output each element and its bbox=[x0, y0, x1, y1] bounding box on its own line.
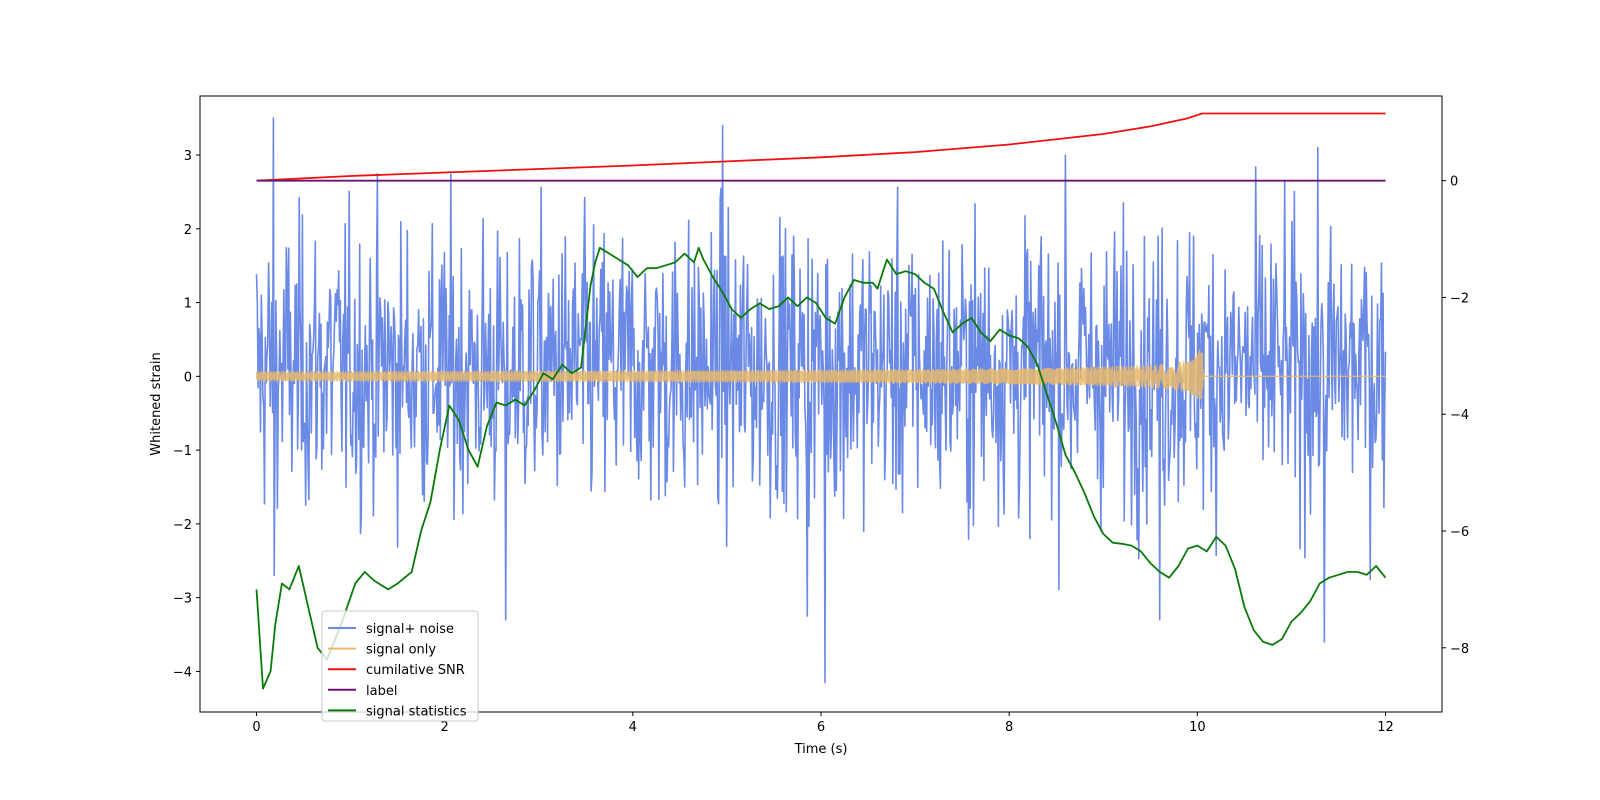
legend-label: label bbox=[366, 684, 397, 699]
y-tick-label: 3 bbox=[184, 149, 192, 164]
x-tick-label: 6 bbox=[817, 720, 825, 735]
series-layer bbox=[255, 112, 1387, 690]
y-ticks: −4 −3 −2 −1 0 1 2 3 bbox=[173, 149, 200, 680]
y2-tick-label: 0 bbox=[1450, 175, 1458, 190]
x-tick-label: 0 bbox=[252, 720, 260, 735]
y2-ticks: −8 −6 −4 −2 0 bbox=[1442, 175, 1469, 657]
y2-tick-label: −2 bbox=[1450, 291, 1469, 306]
x-tick-label: 2 bbox=[440, 720, 448, 735]
legend-label: cumilative SNR bbox=[366, 663, 465, 678]
legend-label: signal statistics bbox=[366, 704, 467, 719]
x-ticks: 0 2 4 6 8 10 12 bbox=[252, 712, 1394, 735]
y-tick-label: 0 bbox=[184, 370, 192, 385]
legend-label: signal+ noise bbox=[366, 622, 454, 637]
series-signal-only bbox=[255, 349, 1386, 400]
y-tick-label: −4 bbox=[173, 665, 192, 680]
x-tick-label: 8 bbox=[1005, 720, 1013, 735]
y2-tick-label: −4 bbox=[1450, 408, 1469, 423]
y-axis-label: Whitened strain bbox=[149, 352, 164, 455]
y2-tick-label: −8 bbox=[1450, 642, 1469, 657]
series-signal-statistics bbox=[255, 246, 1387, 690]
y-tick-label: −2 bbox=[173, 518, 192, 533]
y-tick-label: −3 bbox=[173, 592, 192, 607]
x-axis-label: Time (s) bbox=[794, 742, 848, 757]
series-cumilative-snr bbox=[256, 112, 1386, 182]
x-tick-label: 12 bbox=[1377, 720, 1394, 735]
y-tick-label: −1 bbox=[173, 444, 192, 459]
legend-box bbox=[321, 610, 479, 722]
x-tick-label: 10 bbox=[1189, 720, 1206, 735]
y2-tick-label: −6 bbox=[1450, 525, 1469, 540]
y-tick-label: 1 bbox=[184, 297, 192, 312]
legend: signal+ noise signal only cumilative SNR la… bbox=[321, 610, 479, 722]
series-signal-noise bbox=[255, 117, 1387, 684]
legend-label: signal only bbox=[366, 643, 436, 658]
y-tick-label: 2 bbox=[184, 223, 192, 238]
x-tick-label: 4 bbox=[629, 720, 637, 735]
